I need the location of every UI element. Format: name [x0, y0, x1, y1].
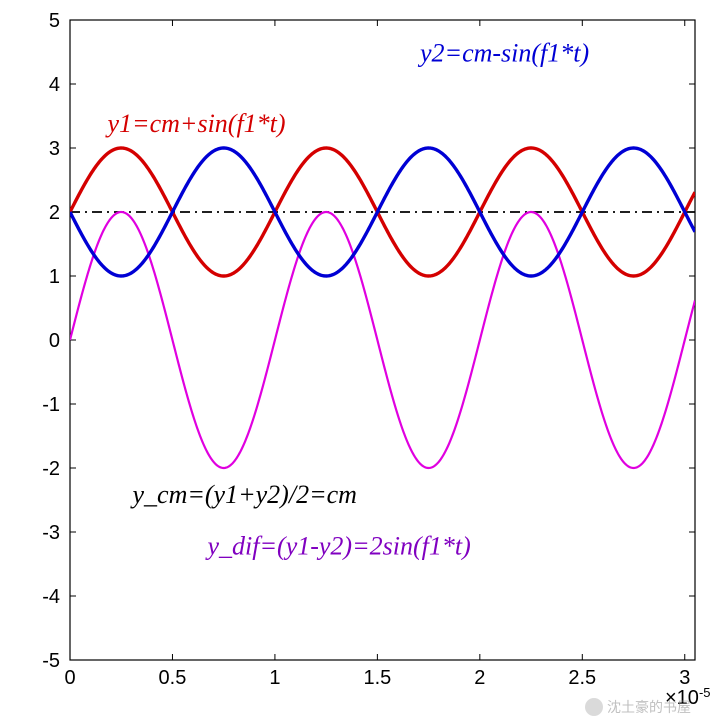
ytick-label: 2: [49, 202, 60, 224]
ytick-label: -1: [42, 394, 60, 416]
xtick-label: 1: [269, 667, 280, 689]
annotation-ycm_label: y_cm=(y1+y2)/2=cm: [130, 480, 357, 509]
ytick-label: 0: [49, 330, 60, 352]
xtick-label: 3: [679, 667, 690, 689]
ytick-label: 3: [49, 138, 60, 160]
ytick-label: -4: [42, 586, 60, 608]
xtick-label: 1.5: [363, 667, 391, 689]
xtick-label: 2.5: [568, 667, 596, 689]
xtick-label: 0.5: [159, 667, 187, 689]
watermark-text: 沈土豪的书屋: [607, 697, 691, 717]
annotation-ydif_label: y_dif=(y1-y2)=2sin(f1*t): [205, 531, 471, 560]
line-chart: 00.511.522.53-5-4-3-2-1012345×10-5y1=cm+…: [0, 0, 711, 727]
ytick-label: 1: [49, 266, 60, 288]
annotation-y2_label: y2=cm-sin(f1*t): [417, 39, 589, 68]
ytick-label: -3: [42, 522, 60, 544]
wechat-icon: [585, 698, 603, 716]
ytick-label: -5: [42, 650, 60, 672]
xtick-label: 0: [64, 667, 75, 689]
watermark: 沈土豪的书屋: [585, 697, 691, 717]
annotation-y1_label: y1=cm+sin(f1*t): [105, 109, 286, 138]
xtick-label: 2: [474, 667, 485, 689]
ytick-label: -2: [42, 458, 60, 480]
chart-container: 00.511.522.53-5-4-3-2-1012345×10-5y1=cm+…: [0, 0, 711, 727]
ytick-label: 5: [49, 10, 60, 32]
ytick-label: 4: [49, 74, 60, 96]
